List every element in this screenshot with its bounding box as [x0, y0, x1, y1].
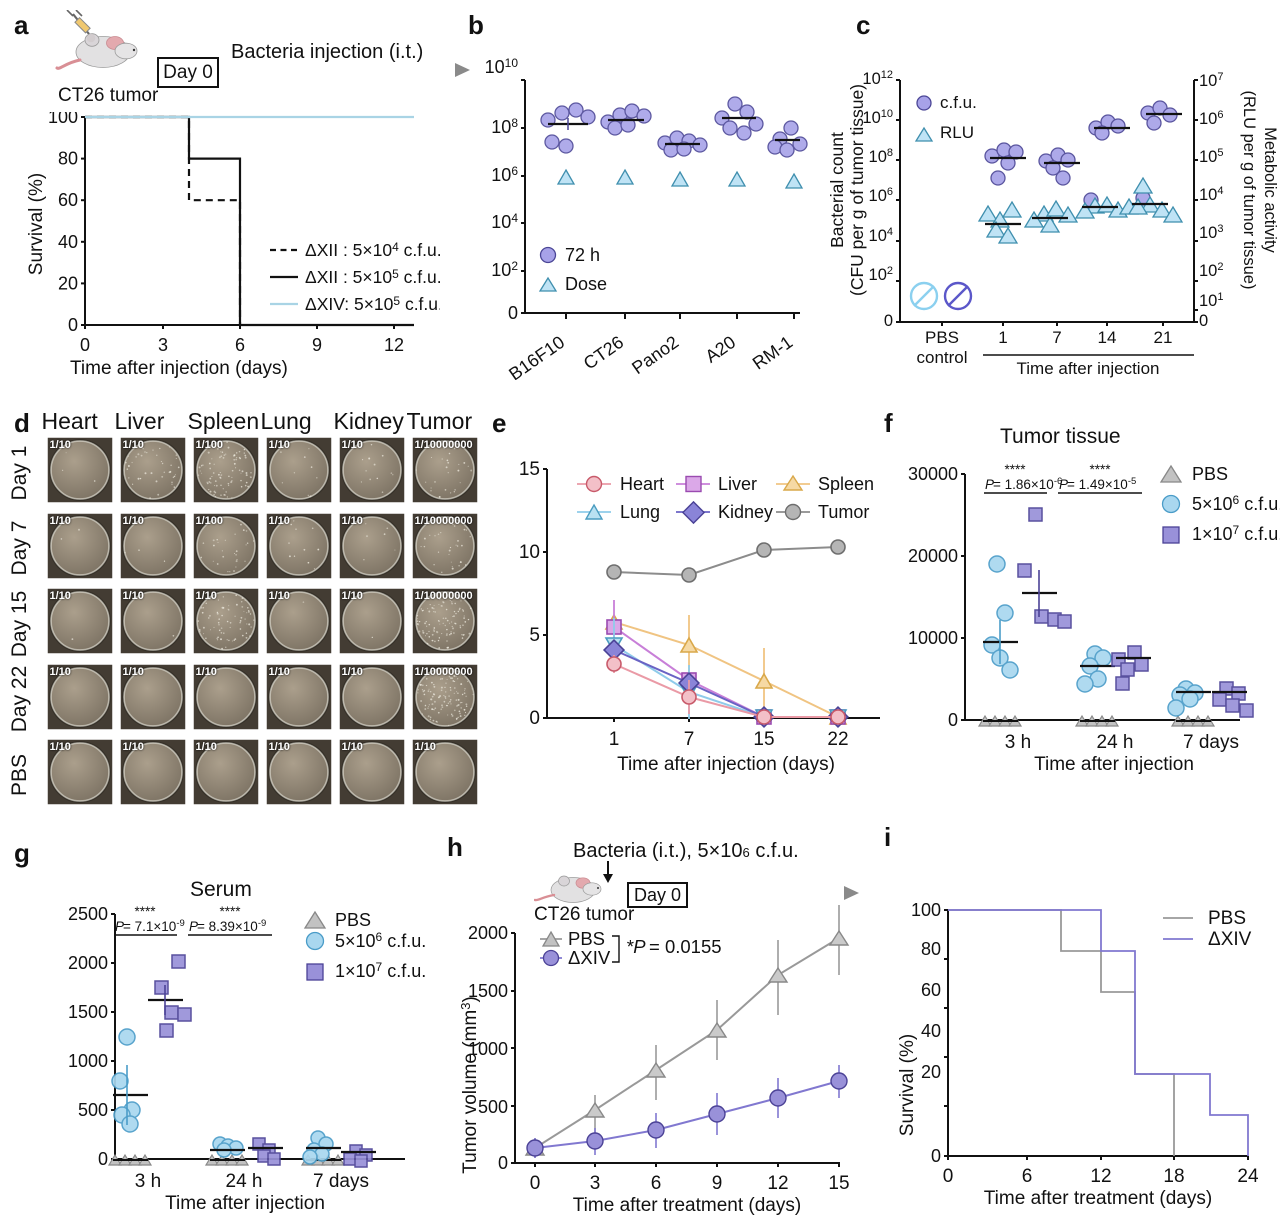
svg-text:60: 60 — [921, 980, 941, 1000]
svg-text:Time after treatment (days): Time after treatment (days) — [984, 1188, 1212, 1209]
svg-text:40: 40 — [921, 1021, 941, 1041]
svg-text:0: 0 — [931, 1146, 941, 1166]
svg-text:6: 6 — [1022, 1166, 1033, 1187]
svg-text:20: 20 — [921, 1062, 941, 1082]
svg-text:Survival (%): Survival (%) — [897, 1034, 918, 1136]
svg-text:ΔXIV: ΔXIV — [1208, 929, 1252, 950]
svg-text:18: 18 — [1163, 1166, 1184, 1187]
svg-text:100: 100 — [911, 900, 941, 920]
svg-text:80: 80 — [921, 939, 941, 959]
svg-text:24: 24 — [1237, 1166, 1259, 1187]
svg-text:PBS: PBS — [1208, 908, 1246, 929]
svg-text:0: 0 — [943, 1166, 954, 1187]
svg-text:12: 12 — [1090, 1166, 1111, 1187]
